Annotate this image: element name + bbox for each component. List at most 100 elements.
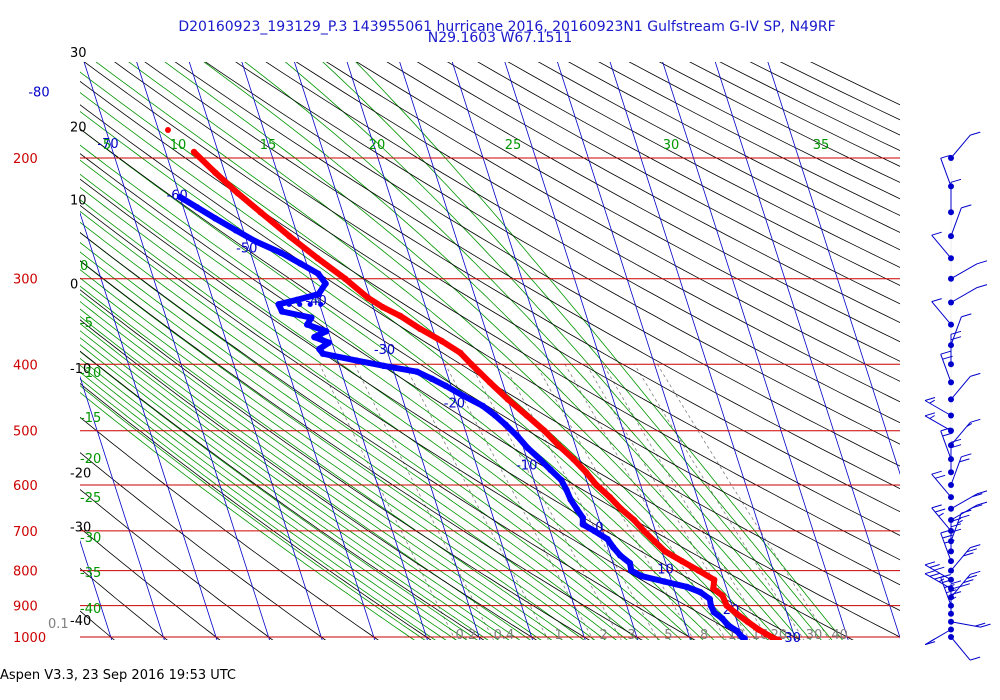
- temperature-point: [768, 633, 775, 640]
- moist-adiabat-label: 35: [813, 138, 830, 153]
- wind-barb-staff: [924, 415, 952, 432]
- moist-adiabat-line: [80, 285, 574, 640]
- dewpoint-point: [724, 621, 731, 629]
- pressure-label: 500: [13, 425, 38, 440]
- dewpoint-point: [514, 433, 521, 440]
- mixing-ratio-label: 0.4: [494, 628, 515, 643]
- dewpoint-point: [558, 476, 565, 484]
- dewpoint-point: [253, 238, 260, 245]
- dewpoint-point: [316, 345, 323, 353]
- wind-barb: [924, 412, 954, 434]
- wind-barb: [948, 204, 972, 240]
- dry-adiabat-line: [80, 204, 749, 640]
- dewpoint-point: [567, 496, 574, 503]
- moist-adiabat-line: [128, 62, 779, 640]
- temperature-point: [711, 576, 718, 583]
- isotherm-line: [0, 0, 10, 652]
- isotherm-line: [609, 62, 796, 640]
- height-label: 30: [70, 46, 87, 61]
- mixing-ratio-label: 2: [600, 628, 608, 643]
- isotherm-line: [662, 62, 849, 640]
- dewpoint-point: [710, 609, 718, 616]
- wind-barb-staff: [950, 207, 962, 237]
- temperature-point: [457, 349, 464, 357]
- dry-adiabat-line: [80, 319, 538, 640]
- wind-barb: [940, 529, 955, 565]
- grid-labels: 1000900800700600500400300200100403020100…: [13, 46, 848, 646]
- moist-adiabat-line: [355, 62, 844, 640]
- moist-adiabat-left-label: -5: [80, 316, 93, 331]
- wind-barb: [924, 561, 954, 583]
- wind-barb-feather: [970, 418, 981, 423]
- isolated-temperature-point: [165, 127, 171, 133]
- temperature-point: [541, 427, 548, 434]
- dewpoint-point: [293, 296, 301, 303]
- dry-adiabat-line: [114, 62, 900, 536]
- wind-barb-feather: [969, 656, 981, 661]
- wind-barb: [948, 372, 981, 403]
- dewpoint-detached-point: [297, 301, 303, 307]
- dewpoint-point: [738, 633, 746, 640]
- wind-barb-staff: [940, 577, 952, 606]
- isotherm-line: [504, 62, 691, 640]
- moist-adiabat-line: [80, 144, 715, 640]
- wind-barb-feather: [961, 313, 972, 318]
- wind-barb-feather: [950, 178, 962, 183]
- dewpoint-point: [604, 536, 611, 543]
- dewpoint-point: [707, 602, 715, 609]
- pressure-label: 700: [13, 525, 38, 540]
- dewpoint-point: [616, 552, 624, 559]
- corner-label: 0.1: [48, 617, 69, 632]
- isotherm-line: [557, 62, 744, 640]
- moist-adiabat-line: [80, 293, 563, 640]
- moist-adiabat-left-label: -40: [80, 602, 101, 617]
- wind-barb: [948, 418, 981, 449]
- wind-barb-staff: [950, 263, 978, 280]
- moist-adiabat-line: [80, 210, 661, 640]
- dry-adiabat-line: [447, 62, 900, 305]
- wind-barb: [924, 626, 954, 646]
- pressure-label: 600: [13, 479, 38, 494]
- isotherm-line: [80, 375, 165, 640]
- dry-adiabat-line: [325, 62, 900, 382]
- dry-adiabat-line: [144, 62, 900, 513]
- wind-barb-feather: [931, 470, 942, 475]
- mixing-ratio-line: [657, 364, 830, 640]
- temperature-point: [468, 361, 475, 368]
- dewpoint-point: [563, 486, 570, 494]
- temperature-point: [651, 538, 658, 545]
- mixing-ratio-line: [602, 364, 770, 640]
- dewpoint-point: [413, 368, 421, 375]
- dewpoint-point: [315, 291, 322, 298]
- wind-barb-feather: [924, 570, 936, 575]
- dry-adiabat-line: [80, 452, 327, 640]
- dry-adiabat-line: [507, 62, 900, 268]
- dewpoint-point: [502, 421, 509, 428]
- dewpoint-point: [524, 444, 531, 452]
- wind-barb-feather: [976, 284, 988, 289]
- mixing-ratio-label: 5: [664, 628, 672, 643]
- isotherm-line: [714, 62, 900, 639]
- wind-barb-staff: [931, 507, 952, 532]
- dry-adiabat-line: [477, 62, 900, 286]
- isotherm-label: -10: [516, 458, 537, 473]
- temperature-point: [364, 294, 372, 302]
- moist-adiabat-label: 20: [369, 138, 386, 153]
- pressure-label: 800: [13, 565, 38, 580]
- wind-barb-feather: [934, 575, 945, 580]
- pressure-label: 900: [13, 600, 38, 615]
- height-label: 20: [70, 121, 87, 136]
- wind-barb-feather: [950, 580, 962, 585]
- wind-barb-staff: [940, 532, 952, 562]
- dewpoint-point: [610, 544, 617, 551]
- wind-barb-feather: [967, 507, 973, 511]
- wind-barb: [940, 427, 954, 463]
- dewpoint-detached-point: [286, 301, 292, 307]
- moist-adiabat-line: [203, 62, 801, 640]
- mixing-ratio-line: [535, 364, 695, 640]
- dewpoint-detached-point: [307, 301, 313, 307]
- wind-barb-staff: [950, 636, 971, 661]
- temperature-point: [234, 189, 241, 197]
- isotherm-line: [346, 62, 533, 640]
- temperature-point: [630, 516, 638, 524]
